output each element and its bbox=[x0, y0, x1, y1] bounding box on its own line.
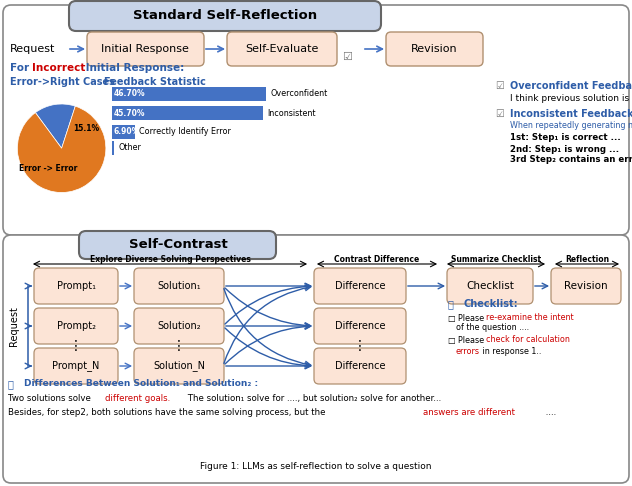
Text: Overconfident: Overconfident bbox=[270, 89, 327, 99]
Text: Solution_N: Solution_N bbox=[153, 361, 205, 371]
Text: Self-Contrast: Self-Contrast bbox=[129, 239, 228, 251]
Text: 2nd: Step₁ is wrong ...: 2nd: Step₁ is wrong ... bbox=[510, 144, 619, 154]
Text: 📋: 📋 bbox=[448, 299, 454, 309]
Text: Inconsistent Feedback: Inconsistent Feedback bbox=[510, 109, 632, 119]
FancyBboxPatch shape bbox=[314, 308, 406, 344]
FancyBboxPatch shape bbox=[447, 268, 533, 304]
FancyBboxPatch shape bbox=[79, 231, 276, 259]
Text: 45.70%: 45.70% bbox=[114, 108, 145, 118]
Text: Standard Self-Reflection: Standard Self-Reflection bbox=[133, 10, 317, 22]
Text: Figure 1: LLMs as self-reflection to solve a question: Figure 1: LLMs as self-reflection to sol… bbox=[200, 462, 432, 470]
Text: 3rd Step₂ contains an error ...: 3rd Step₂ contains an error ... bbox=[510, 156, 632, 164]
Text: Feedback Statistic: Feedback Statistic bbox=[104, 77, 206, 87]
Text: Inconsistent: Inconsistent bbox=[267, 108, 315, 118]
Text: re-examine the intent: re-examine the intent bbox=[486, 313, 574, 323]
Text: errors: errors bbox=[456, 347, 480, 355]
Text: Explore Diverse Solving Perspectives: Explore Diverse Solving Perspectives bbox=[90, 255, 250, 263]
Text: Solution₂: Solution₂ bbox=[157, 321, 201, 331]
Text: 15.1%: 15.1% bbox=[73, 124, 99, 133]
Bar bbox=[112, 125, 135, 139]
Text: 0.70%: 0.70% bbox=[114, 143, 140, 153]
Text: Other: Other bbox=[118, 143, 141, 153]
Text: Contrast Difference: Contrast Difference bbox=[334, 255, 420, 263]
Bar bbox=[112, 141, 114, 155]
FancyBboxPatch shape bbox=[34, 268, 118, 304]
FancyBboxPatch shape bbox=[227, 32, 337, 66]
Wedge shape bbox=[35, 104, 75, 148]
Text: Prompt₂: Prompt₂ bbox=[56, 321, 95, 331]
Text: □ Please: □ Please bbox=[448, 335, 487, 345]
Text: I think previous solution is correct: I think previous solution is correct bbox=[510, 94, 632, 104]
Text: check for calculation: check for calculation bbox=[486, 335, 570, 345]
FancyBboxPatch shape bbox=[3, 235, 629, 483]
Text: 🤖: 🤖 bbox=[8, 379, 14, 389]
Text: Reflection: Reflection bbox=[565, 255, 609, 263]
Text: Checklist:: Checklist: bbox=[463, 299, 518, 309]
FancyBboxPatch shape bbox=[3, 5, 629, 235]
Text: Initial Response:: Initial Response: bbox=[82, 63, 185, 73]
Text: When repeatedly generating multiple times: When repeatedly generating multiple time… bbox=[510, 122, 632, 131]
Text: Prompt_N: Prompt_N bbox=[52, 361, 100, 371]
FancyBboxPatch shape bbox=[34, 308, 118, 344]
Text: ☑: ☑ bbox=[495, 81, 504, 91]
Text: 46.70%: 46.70% bbox=[114, 89, 145, 99]
Text: Checklist: Checklist bbox=[466, 281, 514, 291]
Text: Request: Request bbox=[10, 44, 56, 54]
Text: Besides, for step2, both solutions have the same solving process, but the: Besides, for step2, both solutions have … bbox=[8, 407, 328, 417]
FancyBboxPatch shape bbox=[314, 268, 406, 304]
Text: of the question ....: of the question .... bbox=[456, 324, 529, 332]
Text: ⋮: ⋮ bbox=[353, 339, 367, 353]
Text: in response 1..: in response 1.. bbox=[480, 347, 542, 355]
Text: Error->Right Cases: Error->Right Cases bbox=[10, 77, 115, 87]
FancyBboxPatch shape bbox=[134, 268, 224, 304]
Text: Incorrect: Incorrect bbox=[32, 63, 85, 73]
FancyBboxPatch shape bbox=[134, 308, 224, 344]
Text: 6.90%: 6.90% bbox=[114, 127, 140, 137]
Text: answers are different: answers are different bbox=[423, 407, 515, 417]
Text: Difference: Difference bbox=[335, 321, 386, 331]
Text: Overconfident Feedback:: Overconfident Feedback: bbox=[510, 81, 632, 91]
Bar bbox=[112, 106, 263, 120]
Text: 1st: Step₁ is correct ...: 1st: Step₁ is correct ... bbox=[510, 134, 621, 142]
Text: □ Please: □ Please bbox=[448, 313, 487, 323]
Text: ☑: ☑ bbox=[495, 109, 504, 119]
Text: Solution₁: Solution₁ bbox=[157, 281, 201, 291]
Text: ⋮: ⋮ bbox=[172, 339, 186, 353]
Text: ☑: ☑ bbox=[342, 52, 352, 62]
Wedge shape bbox=[18, 106, 106, 192]
Text: Difference: Difference bbox=[335, 281, 386, 291]
Text: For: For bbox=[10, 63, 33, 73]
FancyBboxPatch shape bbox=[314, 348, 406, 384]
Text: different goals.: different goals. bbox=[105, 394, 170, 402]
FancyBboxPatch shape bbox=[69, 1, 381, 31]
Text: Summarize Checklist: Summarize Checklist bbox=[451, 255, 541, 263]
Text: ....: .... bbox=[543, 407, 556, 417]
Text: Correctly Identify Error: Correctly Identify Error bbox=[139, 127, 231, 137]
Text: Error -> Error: Error -> Error bbox=[19, 164, 78, 173]
FancyBboxPatch shape bbox=[551, 268, 621, 304]
Text: Self-Evaluate: Self-Evaluate bbox=[245, 44, 319, 54]
FancyBboxPatch shape bbox=[386, 32, 483, 66]
Text: Request: Request bbox=[9, 306, 19, 346]
Text: The solution₁ solve for ...., but solution₂ solve for another...: The solution₁ solve for ...., but soluti… bbox=[185, 394, 441, 402]
Text: Initial Response: Initial Response bbox=[101, 44, 189, 54]
Text: ⋮: ⋮ bbox=[69, 339, 83, 353]
FancyBboxPatch shape bbox=[87, 32, 204, 66]
Text: Revision: Revision bbox=[411, 44, 458, 54]
Text: Prompt₁: Prompt₁ bbox=[56, 281, 95, 291]
Bar bbox=[112, 87, 266, 101]
Text: Two solutions solve: Two solutions solve bbox=[8, 394, 94, 402]
Text: Differences Between Solution₁ and Solution₂ :: Differences Between Solution₁ and Soluti… bbox=[24, 380, 258, 388]
FancyBboxPatch shape bbox=[34, 348, 118, 384]
Text: Revision: Revision bbox=[564, 281, 608, 291]
Text: Difference: Difference bbox=[335, 361, 386, 371]
FancyBboxPatch shape bbox=[134, 348, 224, 384]
